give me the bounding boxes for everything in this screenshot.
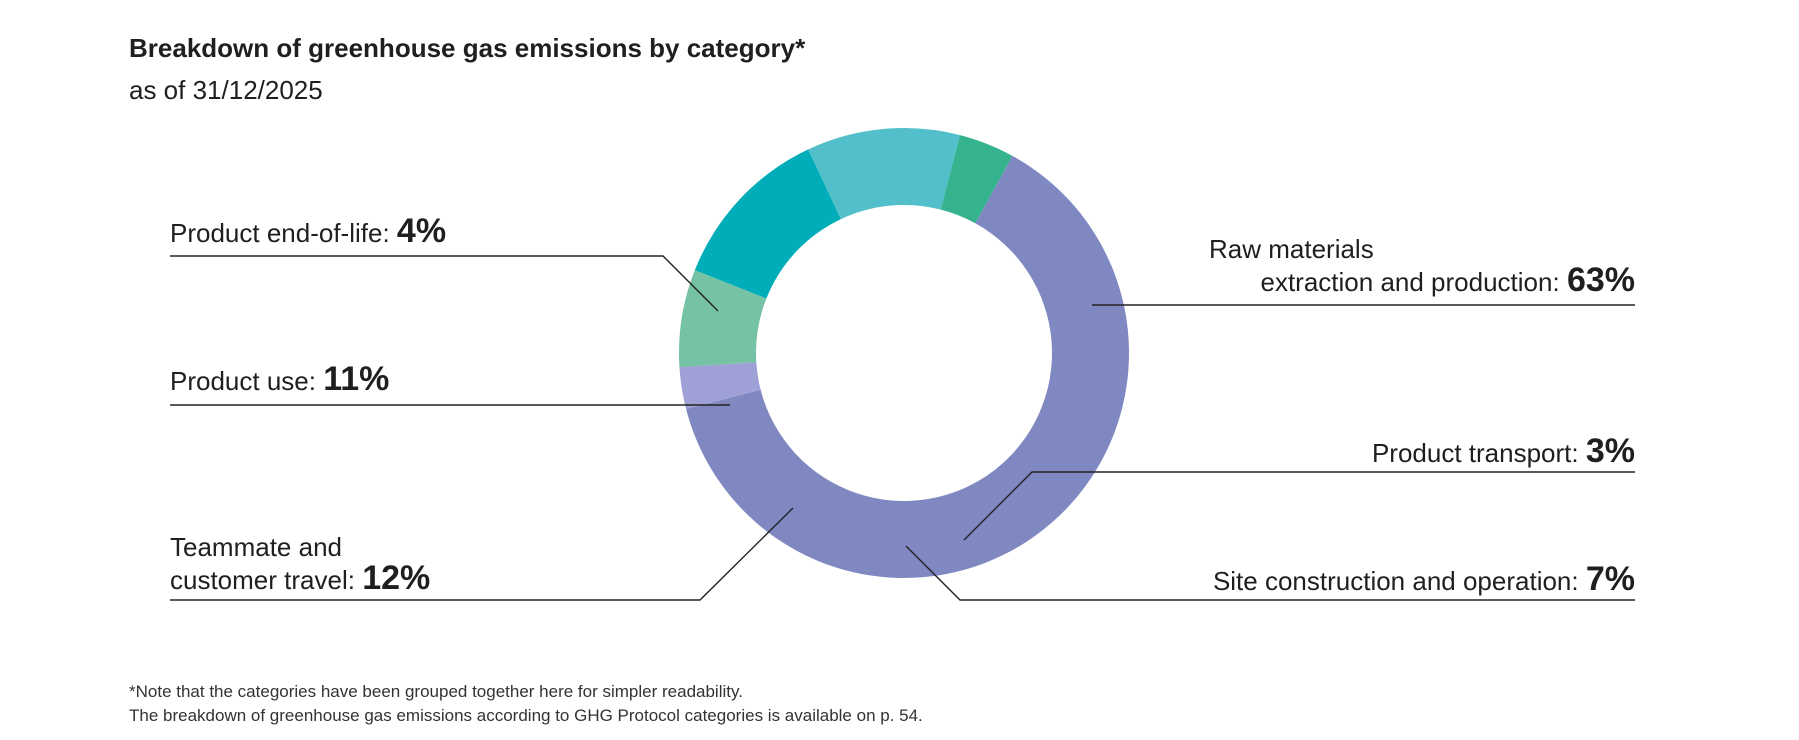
slice-product-transport	[679, 362, 761, 409]
slice-label-site-construction-line-1: Site construction and operation: 7%	[1213, 560, 1635, 598]
slice-label-raw-materials-line-2: extraction and production: 63%	[1261, 261, 1636, 299]
slice-label-travel-line-1: Teammate and	[170, 532, 342, 562]
footnote-line-2: The breakdown of greenhouse gas emission…	[129, 706, 923, 725]
leader-line-product-transport	[963, 471, 1635, 541]
chart-subtitle: as of 31/12/2025	[129, 75, 323, 105]
leader-lines	[170, 255, 1635, 601]
slice-raw-materials	[686, 155, 1129, 578]
donut-slices	[679, 128, 1129, 578]
slice-end-of-life	[940, 135, 1013, 224]
slice-label-end-of-life-line-1: Product end-of-life: 4%	[170, 212, 446, 250]
chart-title: Breakdown of greenhouse gas emissions by…	[129, 33, 806, 63]
slice-label-product-use-line-1: Product use: 11%	[170, 360, 389, 398]
slice-product-use	[808, 128, 960, 220]
slice-value-product-use: 11%	[323, 360, 389, 398]
slice-value-travel: 12%	[362, 559, 430, 597]
slice-label-raw-materials-line-1: Raw materials	[1209, 234, 1374, 264]
slice-value-site-construction: 7%	[1586, 560, 1635, 598]
leader-line-end-of-life	[170, 255, 719, 312]
footnote-line-1: *Note that the categories have been grou…	[129, 682, 743, 701]
leader-line-site-construction	[905, 545, 1635, 601]
leader-line-travel	[170, 507, 794, 601]
slice-label-product-transport-line-1: Product transport: 3%	[1372, 432, 1635, 470]
slice-value-end-of-life: 4%	[397, 212, 446, 250]
slice-value-raw-materials: 63%	[1567, 261, 1635, 299]
slice-label-travel-line-2: customer travel: 12%	[170, 559, 430, 597]
slice-value-product-transport: 3%	[1586, 432, 1635, 470]
slice-travel	[694, 149, 841, 299]
